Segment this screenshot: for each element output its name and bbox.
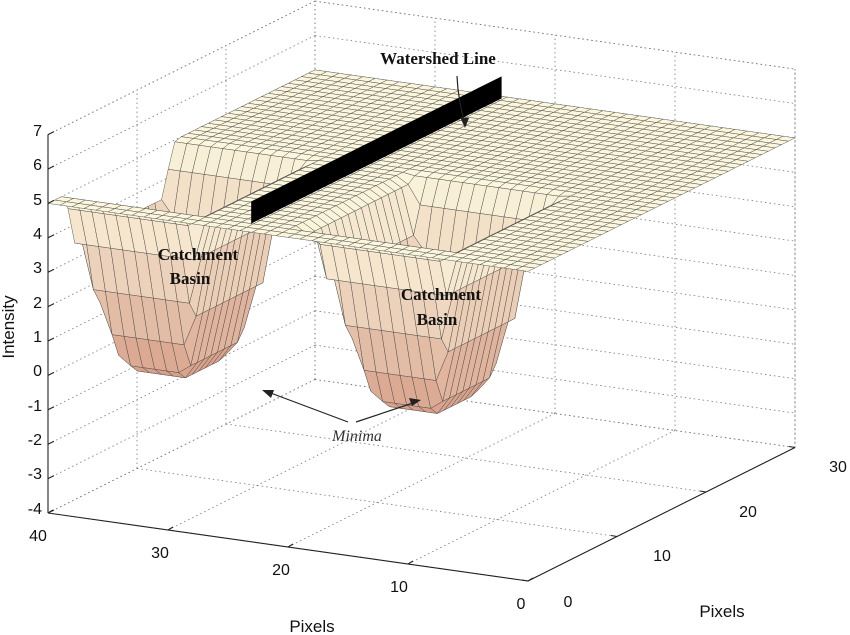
z-tick-label: 1 [33,329,42,346]
wall-grid-line [47,344,316,479]
minima-label: Minima [331,428,382,445]
x-tick-label: 20 [272,562,290,579]
watershed-line [251,76,502,224]
z-tick-label: 2 [33,295,42,312]
y-tick-label: 0 [564,594,573,611]
y-tick-labels: 0 10 20 30 [564,459,847,611]
surface-patch [515,266,536,272]
z-tick-mark [47,440,55,445]
annotations: Watershed Line Catchment Basin Catchment… [158,49,496,445]
y-axis-label: Pixels [699,602,744,621]
minima-arrowhead-left [262,390,274,398]
minima-arrow-left [267,391,349,423]
z-tick-mark [47,406,55,411]
watershed-line-label: Watershed Line [380,49,496,68]
x-tick-labels: 40 30 20 10 0 [29,528,525,613]
z-tick-mark [47,371,55,376]
floor-grid-line [407,430,676,565]
z-tick-label: -2 [28,432,42,449]
y-tick-mark [610,534,618,538]
surface-mesh [47,69,796,414]
y-tick-mark [521,579,529,582]
z-tick-label: 5 [33,192,42,209]
basin1-label-line2: Basin [170,269,211,288]
y-tick-label: 20 [739,504,757,521]
y-tick-mark [788,445,796,449]
z-axis-label: Intensity [0,295,18,359]
z-tick-label: 6 [33,157,42,174]
z-tick-label: 4 [33,226,42,243]
minima-arrowhead-right [409,398,421,406]
z-tick-label: 0 [33,363,42,380]
z-tick-label: -1 [28,398,42,415]
x-tick-label: 30 [151,545,169,562]
minima-arrow-right [355,401,417,423]
y-tick-mark [699,490,707,493]
z-tick-labels: 7 6 5 4 3 2 1 0 -1 -2 -3 -4 [28,123,42,518]
y-tick-label: 30 [829,459,847,476]
axes-frame [47,131,796,582]
z-tick-mark [47,303,55,308]
y-axis-line [527,447,796,582]
x-tick-mark [527,577,534,582]
y-tick-label: 10 [653,548,671,565]
z-tick-mark [47,165,55,170]
x-tick-mark [47,509,54,514]
watershed-arrowhead [460,117,469,128]
z-tick-mark [47,337,55,342]
wall-grid-line [47,35,316,170]
z-tick-label: -3 [28,466,42,483]
floor-grid-line [287,413,556,548]
z-tick-mark [47,131,55,136]
z-tick-mark [47,475,55,480]
basin1-label-line1: Catchment [158,245,239,264]
z-tick-label: -4 [28,501,42,518]
basin2-label-line1: Catchment [401,285,482,304]
x-tick-label: 0 [517,596,526,613]
z-tick-label: 7 [33,123,42,140]
floor-grid-line [167,396,436,531]
x-tick-mark [167,526,174,531]
box-rim-line [47,0,316,135]
x-axis-label: Pixels [289,617,334,635]
x-tick-label: 40 [29,528,47,545]
z-tick-mark [47,268,55,273]
wall-grid-line [47,379,316,514]
x-tick-mark [407,560,414,565]
z-tick-mark [47,234,55,239]
x-tick-mark [287,543,294,548]
x-tick-label: 10 [390,579,408,596]
watershed-ridge-band [251,76,502,224]
z-tick-mark [47,199,55,204]
z-tick-label: 3 [33,260,42,277]
basin2-label-line2: Basin [417,310,458,329]
